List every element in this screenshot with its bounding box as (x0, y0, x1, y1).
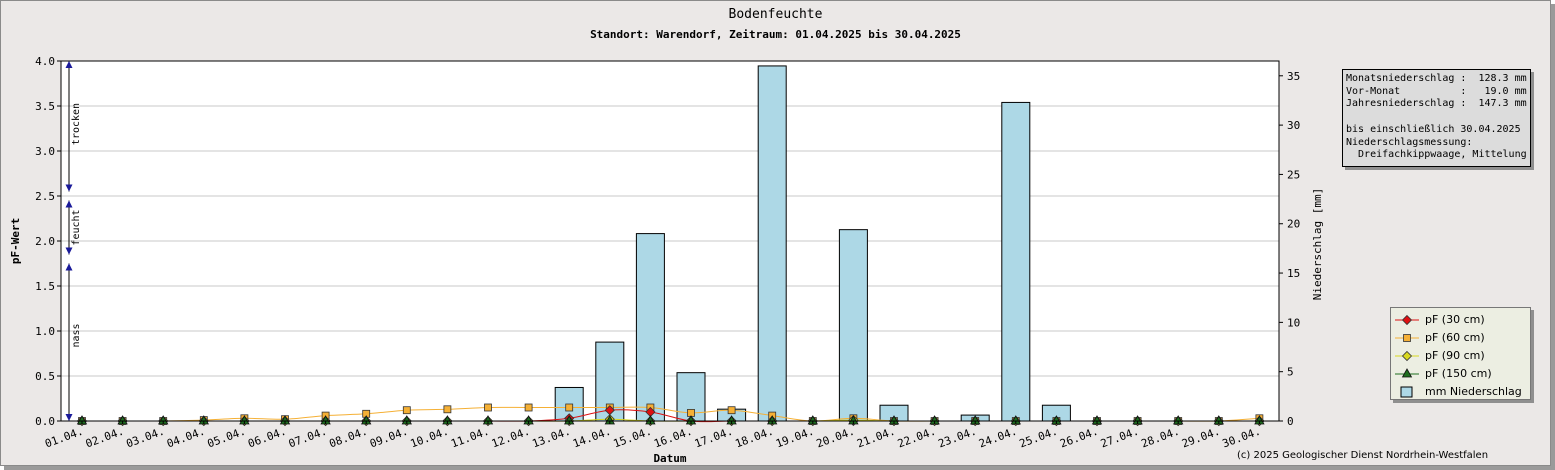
x-tick-label: 09.04. (368, 425, 410, 451)
legend-marker (1401, 350, 1413, 362)
zone-arrow-up (65, 61, 73, 68)
y2-tick-label: 35 (1287, 70, 1300, 83)
x-tick-label: 06.04. (246, 425, 288, 451)
x-tick-label: 05.04. (206, 425, 248, 451)
zone-arrow-down (65, 414, 73, 421)
data-point (524, 403, 533, 412)
legend-symbol (1395, 314, 1419, 326)
legend-symbol (1395, 334, 1419, 342)
x-tick-label: 10.04. (409, 425, 451, 451)
x-tick-label: 13.04. (530, 425, 572, 451)
precipitation-bar (1001, 101, 1031, 422)
y-axis-title: pF-Wert (9, 218, 22, 264)
y2-tick-label: 15 (1287, 267, 1300, 280)
zone-arrow-up (65, 263, 73, 271)
y-tick-label: 1.0 (35, 325, 55, 338)
legend-label: mm Niederschlag (1425, 385, 1522, 398)
legend-item: pF (60 cm) (1391, 329, 1530, 347)
legend-marker (1401, 368, 1413, 378)
x-tick-label: 20.04. (815, 425, 857, 451)
zone-arrow-up (65, 200, 73, 208)
y2-tick-label: 10 (1287, 316, 1300, 329)
x-tick-label: 22.04. (896, 425, 938, 451)
x-tick-label: 18.04. (733, 425, 775, 451)
x-tick-label: 03.04. (124, 425, 166, 451)
x-tick-label: 29.04. (1180, 425, 1222, 451)
y-tick-label: 0.5 (35, 370, 55, 383)
legend-marker (1401, 314, 1413, 326)
precipitation-summary-text: Monatsniederschlag : 128.3 mm Vor-Monat … (1346, 73, 1527, 161)
y2-tick-label: 30 (1287, 119, 1300, 132)
x-tick-label: 16.04. (652, 425, 694, 451)
zone-label: trocken (71, 103, 82, 145)
x-tick-label: 28.04. (1139, 425, 1181, 451)
data-point (402, 406, 411, 415)
y2-tick-label: 5 (1287, 366, 1294, 379)
zone-label: nass (71, 323, 82, 347)
y-tick-label: 1.5 (35, 280, 55, 293)
zone-arrow-down (65, 184, 73, 192)
legend-symbol (1400, 386, 1413, 398)
x-axis-title: Datum (653, 452, 686, 465)
zone-label: feucht (71, 209, 82, 245)
y-tick-label: 3.5 (35, 100, 55, 113)
data-point (727, 406, 736, 415)
y-tick-label: 0.0 (35, 415, 55, 428)
precipitation-bar (635, 233, 665, 422)
x-tick-label: 01.04. (43, 425, 85, 451)
x-tick-label: 07.04. (287, 425, 329, 451)
y2-tick-label: 25 (1287, 168, 1300, 181)
x-tick-label: 14.04. (571, 425, 613, 451)
y-tick-label: 2.5 (35, 190, 55, 203)
copyright-note: (c) 2025 Geologischer Dienst Nordrhein-W… (1237, 450, 1489, 461)
precipitation-bar (757, 65, 787, 422)
legend-item: mm Niederschlag (1391, 383, 1530, 401)
legend-item: pF (150 cm) (1391, 365, 1530, 383)
precipitation-bar (838, 229, 868, 422)
legend: pF (30 cm) pF (60 cm) pF (90 cm) pF (150 cm… (1390, 307, 1531, 400)
legend-label: pF (90 cm) (1425, 349, 1485, 362)
chart-title: Bodenfeuchte (728, 7, 823, 22)
y2-axis-title: Niederschlag [mm] (1311, 188, 1324, 301)
data-point (484, 403, 492, 412)
y2-tick-label: 0 (1287, 415, 1294, 428)
x-tick-label: 27.04. (1099, 425, 1141, 451)
legend-label: pF (30 cm) (1425, 313, 1485, 326)
y-tick-label: 3.0 (35, 145, 55, 158)
x-tick-label: 30.04. (1221, 425, 1263, 451)
legend-marker (1403, 334, 1411, 342)
x-tick-label: 02.04. (84, 425, 126, 451)
x-tick-label: 04.04. (165, 425, 207, 451)
legend-label: pF (150 cm) (1425, 367, 1492, 380)
x-tick-label: 26.04. (1058, 425, 1100, 451)
x-tick-label: 11.04. (449, 425, 491, 451)
legend-swatch (1400, 386, 1413, 398)
x-tick-label: 24.04. (977, 425, 1019, 451)
legend-item: pF (90 cm) (1391, 347, 1530, 365)
x-tick-label: 08.04. (327, 425, 369, 451)
precipitation-summary-box: Monatsniederschlag : 128.3 mm Vor-Monat … (1342, 69, 1531, 167)
data-point (443, 405, 452, 414)
legend-label: pF (60 cm) (1425, 331, 1485, 344)
data-point (565, 403, 574, 412)
x-tick-label: 15.04. (612, 425, 654, 451)
y-tick-label: 4.0 (35, 55, 55, 68)
y2-tick-label: 20 (1287, 218, 1300, 231)
y-tick-label: 2.0 (35, 235, 55, 248)
x-tick-label: 25.04. (1018, 425, 1060, 451)
legend-symbol (1395, 350, 1419, 362)
chart-subtitle: Standort: Warendorf, Zeitraum: 01.04.202… (590, 28, 961, 41)
x-tick-label: 21.04. (855, 425, 897, 451)
x-tick-label: 23.04. (936, 425, 978, 451)
x-tick-label: 19.04. (774, 425, 816, 451)
zone-arrow-down (65, 247, 73, 255)
legend-symbol (1395, 368, 1419, 378)
legend-item: pF (30 cm) (1391, 311, 1530, 329)
x-tick-label: 17.04. (693, 425, 735, 451)
x-tick-label: 12.04. (490, 425, 532, 451)
